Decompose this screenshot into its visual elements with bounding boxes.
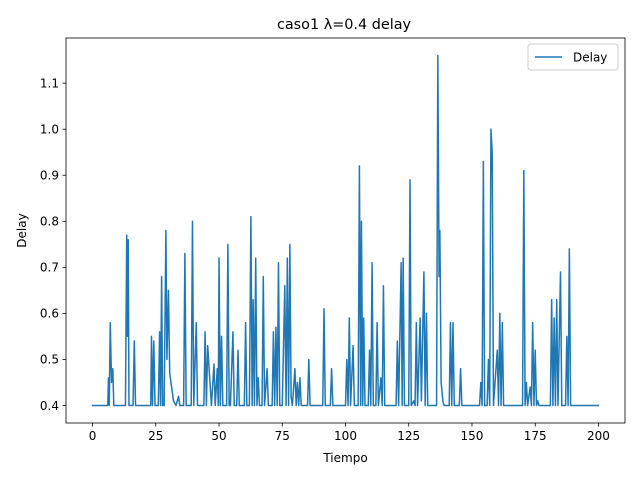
y-tick-label: 1.1: [40, 76, 59, 90]
x-tick-label: 25: [148, 429, 163, 443]
x-tick-label: 125: [397, 429, 420, 443]
x-tick-label: 200: [587, 429, 610, 443]
x-tick-label: 175: [524, 429, 547, 443]
x-axis: 0 25 50 75 100 125 150 175 200: [89, 423, 610, 443]
x-tick-label: 150: [461, 429, 484, 443]
legend-label-delay: Delay: [573, 51, 607, 65]
y-tick-label: 0.5: [40, 353, 59, 367]
y-tick-label: 1.0: [40, 122, 59, 136]
y-axis: 0.4 0.5 0.6 0.7 0.8 0.9 1.0 1.1: [40, 76, 66, 413]
x-tick-label: 0: [89, 429, 97, 443]
y-tick-label: 0.8: [40, 215, 59, 229]
x-tick-label: 50: [211, 429, 226, 443]
y-tick-label: 0.9: [40, 169, 59, 183]
x-tick-label: 75: [275, 429, 290, 443]
y-axis-label: Delay: [15, 213, 29, 247]
chart-title: caso1 λ=0.4 delay: [277, 17, 412, 33]
y-tick-label: 0.7: [40, 261, 59, 275]
x-tick-label: 100: [334, 429, 357, 443]
legend-box: [527, 43, 619, 71]
series-line-delay: [91, 54, 600, 407]
legend: Delay: [527, 43, 619, 71]
y-tick-label: 0.4: [40, 399, 59, 413]
x-axis-label: Tiempo: [322, 451, 367, 465]
y-tick-label: 0.6: [40, 307, 59, 321]
